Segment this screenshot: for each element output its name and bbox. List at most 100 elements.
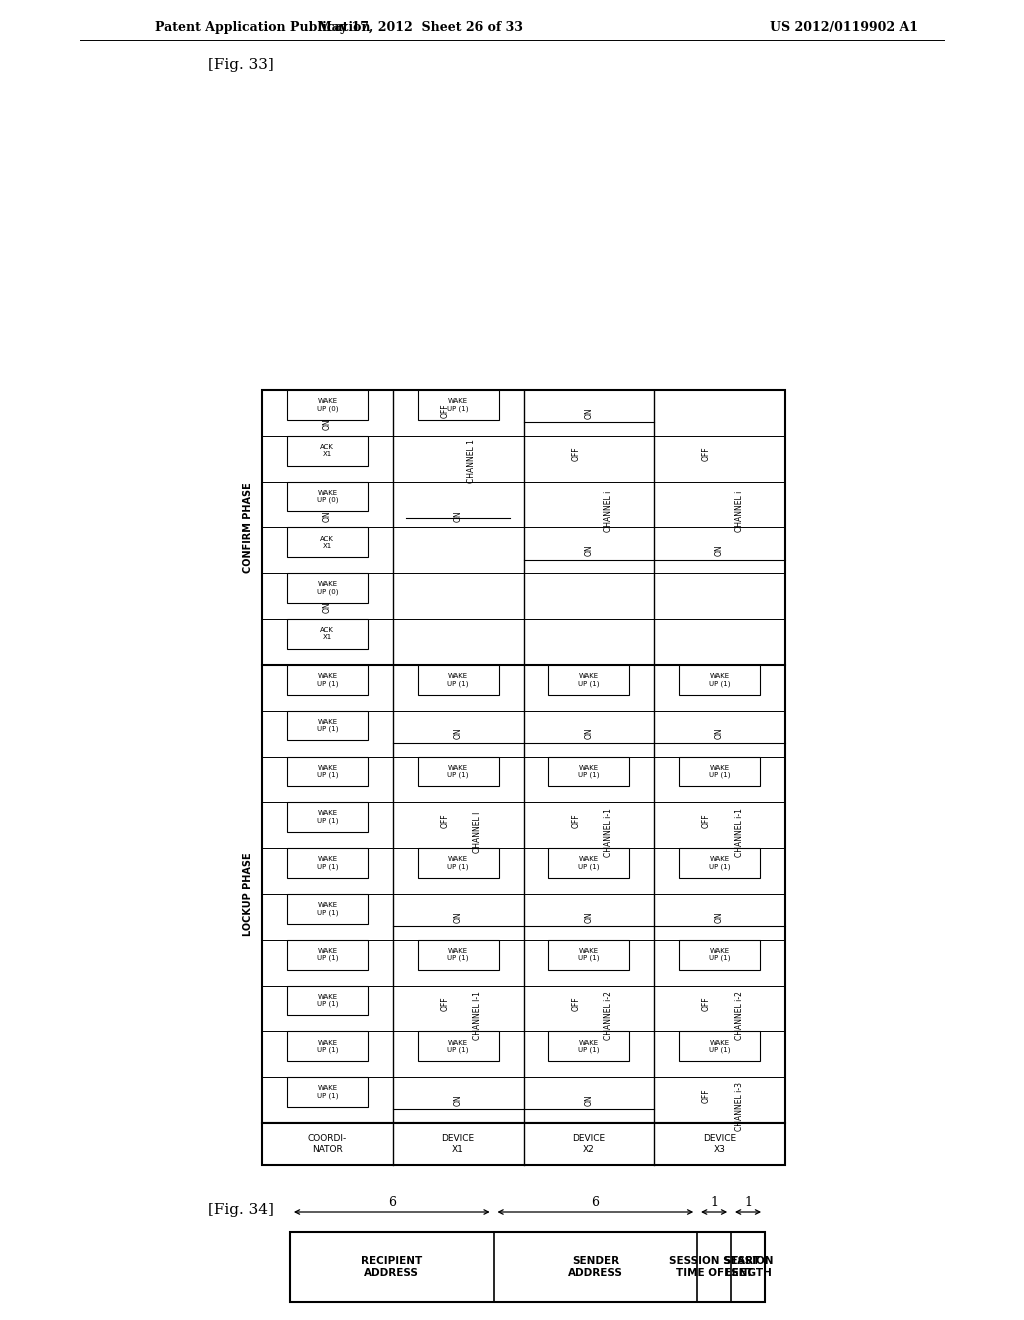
Bar bbox=[287, 849, 368, 878]
Bar bbox=[287, 528, 368, 557]
Bar bbox=[287, 436, 368, 466]
Bar bbox=[679, 756, 760, 787]
Text: ON: ON bbox=[454, 510, 463, 521]
Text: WAKE
UP (0): WAKE UP (0) bbox=[316, 581, 338, 595]
Text: ON: ON bbox=[323, 418, 332, 430]
Bar bbox=[548, 940, 630, 969]
Text: ON: ON bbox=[715, 911, 724, 923]
Text: OFF: OFF bbox=[702, 813, 711, 828]
Text: WAKE
UP (1): WAKE UP (1) bbox=[316, 902, 338, 916]
Text: WAKE
UP (1): WAKE UP (1) bbox=[709, 764, 730, 777]
Bar bbox=[418, 1031, 499, 1061]
Bar bbox=[418, 849, 499, 878]
Bar bbox=[290, 1232, 765, 1302]
Text: 1: 1 bbox=[744, 1196, 752, 1209]
Text: RECIPIENT
ADDRESS: RECIPIENT ADDRESS bbox=[361, 1257, 423, 1278]
Bar bbox=[548, 1031, 630, 1061]
Text: WAKE
UP (1): WAKE UP (1) bbox=[447, 764, 469, 777]
Text: ON: ON bbox=[585, 1094, 593, 1106]
Text: OFF: OFF bbox=[702, 997, 711, 1011]
Text: CHANNEL i-2: CHANNEL i-2 bbox=[735, 991, 743, 1040]
Text: CHANNEL i: CHANNEL i bbox=[735, 491, 743, 532]
Text: SESSION
LENGTH: SESSION LENGTH bbox=[723, 1257, 773, 1278]
Text: WAKE
UP (1): WAKE UP (1) bbox=[579, 857, 600, 870]
Bar bbox=[418, 389, 499, 420]
Text: OFF: OFF bbox=[702, 447, 711, 462]
Text: WAKE
UP (1): WAKE UP (1) bbox=[579, 764, 600, 777]
Text: Patent Application Publication: Patent Application Publication bbox=[155, 21, 371, 33]
Text: WAKE
UP (1): WAKE UP (1) bbox=[316, 719, 338, 733]
Text: ON: ON bbox=[323, 510, 332, 521]
Text: WAKE
UP (1): WAKE UP (1) bbox=[316, 948, 338, 961]
Text: ON: ON bbox=[454, 911, 463, 923]
Text: ACK
X1: ACK X1 bbox=[321, 627, 334, 640]
Text: WAKE
UP (0): WAKE UP (0) bbox=[316, 399, 338, 412]
Bar bbox=[679, 665, 760, 694]
Text: OFF: OFF bbox=[702, 1088, 711, 1102]
Text: WAKE
UP (1): WAKE UP (1) bbox=[579, 948, 600, 961]
Bar bbox=[287, 986, 368, 1015]
Text: CHANNEL i-2: CHANNEL i-2 bbox=[604, 991, 613, 1040]
Bar bbox=[287, 665, 368, 694]
Bar bbox=[679, 849, 760, 878]
Text: ON: ON bbox=[715, 545, 724, 556]
Bar bbox=[287, 573, 368, 603]
Text: US 2012/0119902 A1: US 2012/0119902 A1 bbox=[770, 21, 918, 33]
Text: CHANNEL 1: CHANNEL 1 bbox=[467, 440, 476, 483]
Text: ON: ON bbox=[323, 602, 332, 614]
Text: ACK
X1: ACK X1 bbox=[321, 536, 334, 549]
Text: 6: 6 bbox=[591, 1196, 599, 1209]
Text: DEVICE
X3: DEVICE X3 bbox=[703, 1134, 736, 1154]
Bar bbox=[287, 803, 368, 832]
Text: 6: 6 bbox=[388, 1196, 396, 1209]
Bar bbox=[548, 756, 630, 787]
Text: WAKE
UP (1): WAKE UP (1) bbox=[709, 948, 730, 961]
Text: CHANNEL i-1: CHANNEL i-1 bbox=[735, 808, 743, 857]
Text: CHANNEL i-3: CHANNEL i-3 bbox=[735, 1082, 743, 1131]
Text: WAKE
UP (1): WAKE UP (1) bbox=[447, 673, 469, 686]
Text: ON: ON bbox=[585, 911, 593, 923]
Text: ON: ON bbox=[585, 727, 593, 739]
Text: SENDER
ADDRESS: SENDER ADDRESS bbox=[568, 1257, 623, 1278]
Text: ON: ON bbox=[715, 727, 724, 739]
Text: ON: ON bbox=[454, 1094, 463, 1106]
Text: WAKE
UP (1): WAKE UP (1) bbox=[316, 1040, 338, 1053]
Text: OFF: OFF bbox=[440, 404, 450, 418]
Text: ON: ON bbox=[585, 545, 593, 556]
Bar bbox=[287, 1077, 368, 1107]
Text: SESSION START
TIME OFFSET: SESSION START TIME OFFSET bbox=[669, 1257, 760, 1278]
Text: ACK
X1: ACK X1 bbox=[321, 445, 334, 457]
Bar bbox=[287, 482, 368, 511]
Bar bbox=[548, 849, 630, 878]
Text: WAKE
UP (0): WAKE UP (0) bbox=[316, 490, 338, 503]
Text: WAKE
UP (1): WAKE UP (1) bbox=[709, 673, 730, 686]
Text: WAKE
UP (1): WAKE UP (1) bbox=[447, 857, 469, 870]
Text: WAKE
UP (1): WAKE UP (1) bbox=[316, 994, 338, 1007]
Text: COORDI-
NATOR: COORDI- NATOR bbox=[308, 1134, 347, 1154]
Text: WAKE
UP (1): WAKE UP (1) bbox=[447, 399, 469, 412]
Text: WAKE
UP (1): WAKE UP (1) bbox=[316, 764, 338, 777]
Bar bbox=[548, 665, 630, 694]
Text: OFF: OFF bbox=[571, 997, 581, 1011]
Bar bbox=[287, 389, 368, 420]
Text: WAKE
UP (1): WAKE UP (1) bbox=[579, 1040, 600, 1053]
Text: May 17, 2012  Sheet 26 of 33: May 17, 2012 Sheet 26 of 33 bbox=[317, 21, 522, 33]
Bar bbox=[287, 710, 368, 741]
Bar bbox=[262, 389, 785, 1123]
Text: WAKE
UP (1): WAKE UP (1) bbox=[447, 948, 469, 961]
Text: WAKE
UP (1): WAKE UP (1) bbox=[316, 810, 338, 824]
Bar bbox=[679, 1031, 760, 1061]
Bar bbox=[287, 756, 368, 787]
Text: WAKE
UP (1): WAKE UP (1) bbox=[447, 1040, 469, 1053]
Text: CONFIRM PHASE: CONFIRM PHASE bbox=[243, 482, 253, 573]
Text: CHANNEL l: CHANNEL l bbox=[473, 812, 482, 853]
Bar bbox=[418, 756, 499, 787]
Text: OFF: OFF bbox=[440, 813, 450, 828]
Text: WAKE
UP (1): WAKE UP (1) bbox=[709, 1040, 730, 1053]
Text: [Fig. 34]: [Fig. 34] bbox=[208, 1203, 273, 1217]
Bar bbox=[287, 940, 368, 969]
Bar bbox=[262, 1123, 785, 1166]
Text: WAKE
UP (1): WAKE UP (1) bbox=[579, 673, 600, 686]
Text: WAKE
UP (1): WAKE UP (1) bbox=[316, 1085, 338, 1098]
Text: WAKE
UP (1): WAKE UP (1) bbox=[316, 857, 338, 870]
